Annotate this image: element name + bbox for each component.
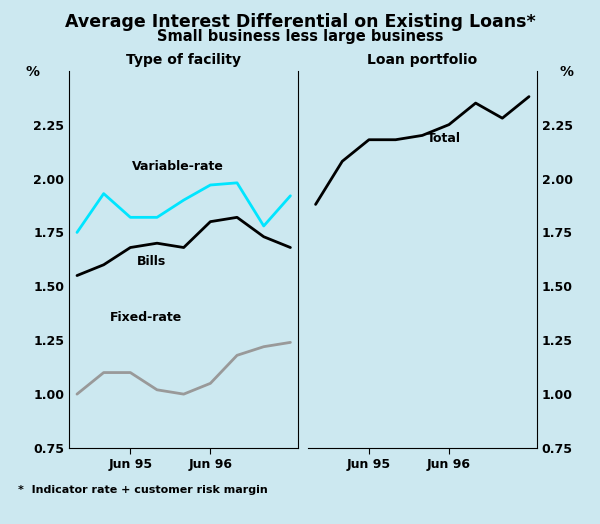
Text: Type of facility: Type of facility [126,53,241,67]
Text: Total: Total [427,132,461,145]
Text: %: % [26,66,40,80]
Text: Bills: Bills [137,255,166,268]
Text: Loan portfolio: Loan portfolio [367,53,478,67]
Text: Variable-rate: Variable-rate [133,160,224,173]
Text: Fixed-rate: Fixed-rate [110,311,182,324]
Text: *  Indicator rate + customer risk margin: * Indicator rate + customer risk margin [18,485,268,495]
Text: Small business less large business: Small business less large business [157,29,443,44]
Text: %: % [560,66,574,80]
Text: Average Interest Differential on Existing Loans*: Average Interest Differential on Existin… [65,13,535,31]
